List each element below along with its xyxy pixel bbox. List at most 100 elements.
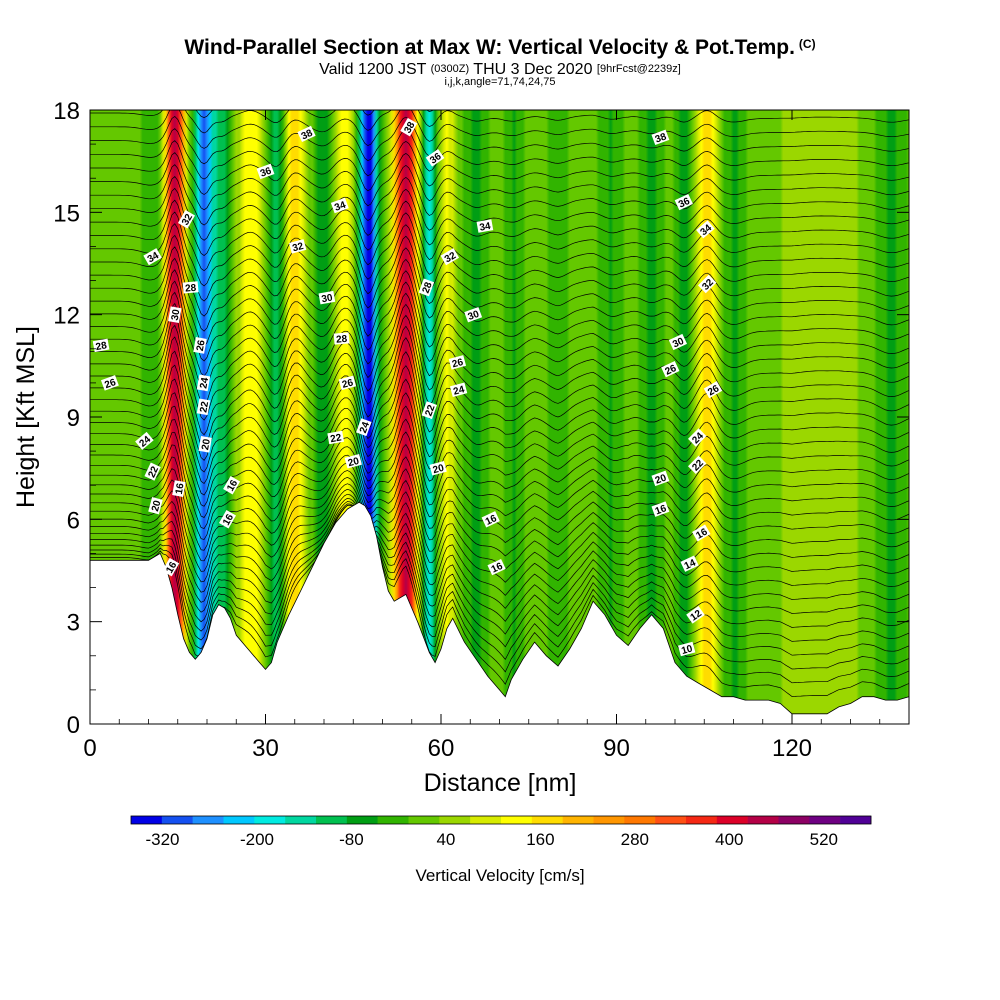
contour-label-box (135, 431, 154, 450)
isentrope-line (90, 76, 909, 102)
contour-label-text: 26 (451, 357, 465, 371)
contour-label: 12 (686, 605, 705, 624)
contour-label-text: 22 (198, 400, 211, 413)
contour-label: 22 (421, 401, 438, 420)
colorbar-swatch (716, 816, 748, 824)
velocity-field: 10 12 14 16 16 16 16 16 16 16 16 20 20 20 20 20 22 22 22 22… (90, 76, 909, 724)
contour-label: 24 (449, 382, 468, 398)
colorbar-swatch (470, 816, 502, 824)
contour-label-text: 20 (347, 456, 361, 470)
contour-label-box (425, 148, 445, 167)
y-tick-label: 6 (67, 507, 80, 534)
isentrope-line (90, 234, 909, 317)
contour-label-box (476, 219, 494, 233)
isentrope-line (90, 152, 909, 211)
isentrope-line (90, 501, 909, 656)
contour-label-box (421, 401, 438, 420)
colorbar-swatch (778, 816, 810, 824)
contour-label-text: 30 (321, 292, 334, 305)
colorbar-swatch (562, 816, 594, 824)
valid-date: THU 3 Dec 2020 (473, 61, 593, 78)
contour-label-box (218, 510, 237, 529)
colorbar-swatch (840, 816, 872, 824)
colorbar-label: Vertical Velocity [cm/s] (415, 866, 584, 885)
contour-label-box (448, 355, 467, 370)
isentrope-line (90, 280, 909, 377)
colorbar-swatch (131, 816, 163, 824)
contour-label-text: 32 (180, 212, 195, 228)
contour-label: 28 (418, 278, 435, 297)
colorbar-tick-label: -80 (339, 830, 364, 849)
contour-label-text: 22 (146, 464, 161, 479)
isentrope-line (90, 418, 909, 518)
contour-label-box (344, 454, 362, 469)
contour-label-box (696, 220, 715, 239)
x-tick-label: 60 (428, 735, 455, 762)
contour-label-box (297, 125, 316, 143)
contour-label-text: 16 (654, 503, 669, 517)
contour-label-text: 34 (479, 221, 492, 234)
contour-label: 26 (193, 337, 208, 354)
isentrope-line (90, 246, 909, 332)
isentrope-line (90, 431, 909, 530)
colorbar-tick-label: -320 (145, 830, 179, 849)
contour-label: 34 (476, 219, 494, 234)
isentrope-line (90, 313, 909, 421)
contour-label-box (318, 290, 336, 305)
contour-label: 24 (196, 374, 211, 392)
x-tick-label: 30 (252, 735, 279, 762)
contour-label: 24 (356, 418, 372, 437)
contour-label-text: 20 (200, 438, 213, 451)
contour-label: 26 (661, 361, 680, 378)
contour-label-text: 30 (467, 309, 482, 323)
contour-label-text: 34 (333, 200, 348, 214)
contour-label: 36 (674, 193, 693, 211)
contour-label-text: 28 (185, 283, 197, 295)
contour-label: 38 (400, 117, 418, 137)
contour-label: 36 (425, 148, 445, 167)
isentrope-line (90, 110, 909, 149)
contour-label-box (651, 470, 670, 487)
contour-label-box (674, 193, 693, 211)
contour-label: 26 (703, 381, 723, 398)
isentrope-line (90, 477, 909, 587)
isentrope-line (90, 350, 909, 461)
contour-label-text: 16 (694, 526, 710, 541)
colorbar-swatch (285, 816, 317, 824)
contour-label-text: 16 (164, 560, 179, 576)
contour-label: 30 (168, 306, 183, 324)
contour-label-text: 38 (402, 120, 417, 136)
contour-label-box (487, 558, 506, 576)
contour-label: 20 (429, 460, 447, 476)
contour-label-box (168, 306, 182, 324)
contour-label-text: 26 (195, 339, 208, 352)
contour-label-box (651, 129, 670, 146)
contour-label-text: 26 (103, 377, 118, 391)
contour-label-text: 24 (358, 420, 372, 435)
isentrope-line (90, 493, 909, 628)
isentrope-line (90, 199, 909, 272)
isentrope-line (90, 211, 909, 287)
isentrope-line (90, 302, 909, 406)
contour-label-box (177, 209, 196, 229)
x-tick-label: 120 (772, 735, 812, 762)
colorbar-tick-label: -200 (240, 830, 274, 849)
contour-label: 16 (487, 558, 506, 576)
isentrope-line (90, 324, 909, 436)
colorbar-frame (130, 815, 872, 825)
isentrope-line (90, 110, 909, 134)
isentrope-line (90, 140, 909, 195)
isentrope-line (90, 175, 909, 241)
contour-label: 32 (289, 239, 307, 254)
contour-label: 26 (100, 375, 119, 391)
isentrope-line (90, 364, 909, 473)
contour-label: 38 (651, 129, 670, 146)
contour-label: 30 (318, 290, 336, 305)
contour-label-text: 28 (421, 280, 435, 295)
contour-label-box (698, 274, 717, 294)
contour-label-box (464, 306, 483, 323)
contour-label-box (162, 557, 180, 577)
y-tick-label: 12 (53, 303, 80, 330)
